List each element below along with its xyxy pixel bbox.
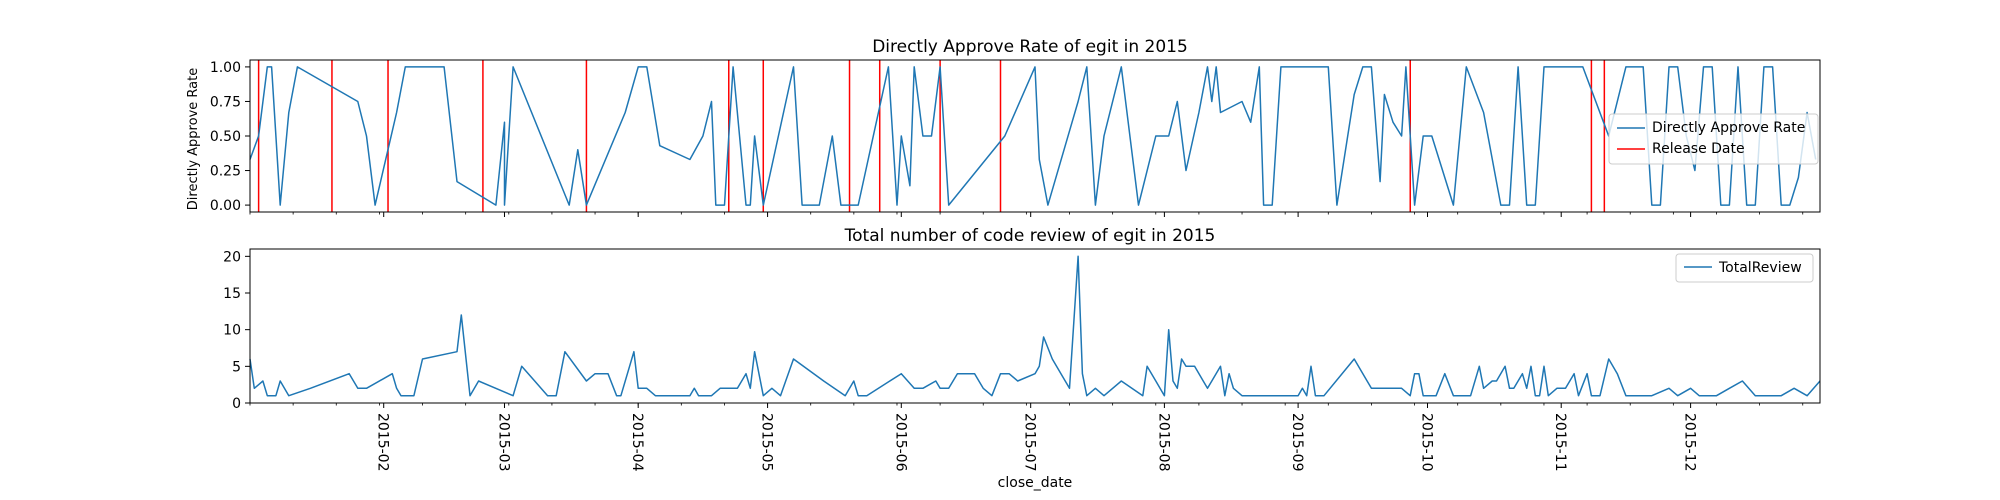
- approve-rate-legend-box: [1608, 113, 1819, 165]
- total-review-y-tick-label: 15: [223, 286, 241, 302]
- total-review-y-ticks: 0 5 10 15 20: [223, 249, 250, 412]
- total-review-x-tick-label: 2015-05: [759, 413, 775, 472]
- approve-rate-y-tick-label: 1.00: [210, 60, 241, 76]
- total-review-y-tick-label: 0: [232, 396, 241, 412]
- approve-rate-y-tick-label: 0.00: [210, 198, 241, 214]
- total-review-y-tick-label: 20: [223, 249, 241, 265]
- total-review-legend: TotalReview: [1675, 253, 1814, 283]
- total-review-x-tick-label: 2015-10: [1419, 413, 1435, 472]
- total-review-x-tick-label: 2015-12: [1682, 413, 1698, 472]
- approve-rate-axes-frame: [249, 59, 1821, 213]
- total-review-x-axis-label: close_date: [998, 475, 1073, 491]
- release-date-legend-label: Release Date: [1652, 141, 1745, 157]
- total-review-chart-title: Total number of code review of egit in 2…: [844, 226, 1216, 246]
- total-review-x-tick-label: 2015-07: [1022, 413, 1038, 472]
- total-review-x-ticks: 2015-02 2015-03 2015-04 2015-05 2015-06 2015-…: [249, 403, 1804, 472]
- approve-rate-y-tick-label: 0.75: [210, 94, 241, 110]
- total-review-x-tick-label: 2015-06: [892, 413, 908, 472]
- total-review-x-tick-label: 2015-02: [375, 413, 391, 472]
- approve-rate-y-tick-label: 0.50: [210, 129, 241, 145]
- total-review-x-tick-label: 2015-04: [629, 413, 645, 472]
- total-review-legend-box: [1675, 253, 1814, 283]
- total-review-legend-label: TotalReview: [1718, 260, 1802, 276]
- approve-rate-legend: Directly Approve Rate Release Date: [1608, 113, 1819, 165]
- total-review-x-tick-label: 2015-09: [1289, 413, 1305, 472]
- approve-rate-series-line: [249, 66, 1817, 206]
- approve-rate-y-tick-label: 0.25: [210, 164, 241, 180]
- approve-rate-panel: Directly Approve Rate of egit in 2015 Di…: [186, 37, 1821, 217]
- total-review-axes-frame: [249, 248, 1821, 404]
- total-review-x-tick-label: 2015-08: [1155, 413, 1171, 472]
- approve-rate-chart-title: Directly Approve Rate of egit in 2015: [872, 37, 1188, 57]
- total-review-x-tick-label: 2015-11: [1552, 413, 1568, 472]
- approve-rate-legend-label: Directly Approve Rate: [1652, 120, 1805, 136]
- total-review-y-tick-label: 5: [232, 359, 241, 375]
- approve-rate-y-axis-label: Directly Approve Rate: [186, 68, 201, 210]
- approve-rate-y-ticks: 0.00 0.25 0.50 0.75 1.00: [210, 60, 250, 214]
- total-review-x-tick-label: 2015-03: [495, 413, 511, 472]
- total-review-series-line: [249, 255, 1821, 397]
- total-review-y-tick-label: 10: [223, 323, 241, 339]
- total-review-panel: Total number of code review of egit in 2…: [223, 226, 1821, 491]
